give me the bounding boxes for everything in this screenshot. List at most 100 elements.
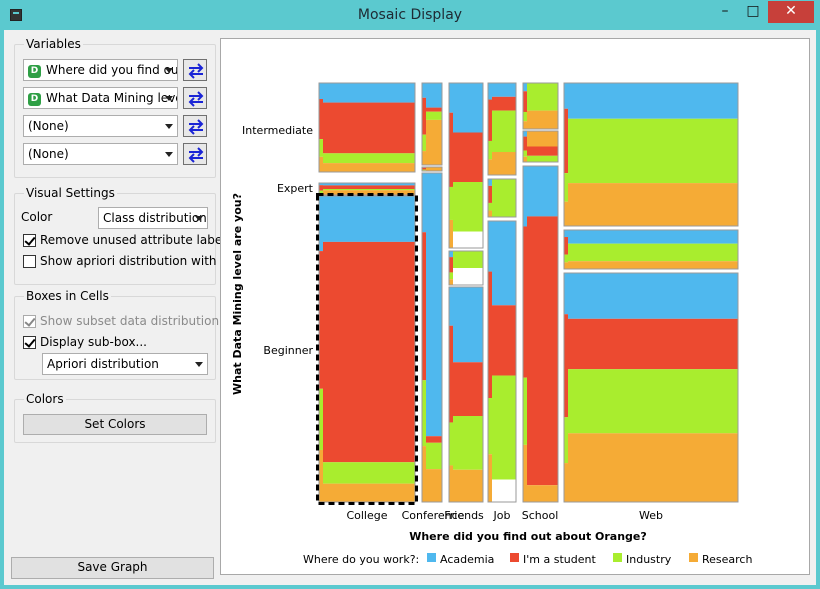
- subbox-combo[interactable]: Apriori distribution: [42, 353, 208, 375]
- subbox-checkbox[interactable]: [23, 336, 36, 349]
- variable-2-value: What Data Mining level: [46, 91, 178, 105]
- cell-segment-r: [492, 152, 516, 175]
- save-graph-button[interactable]: Save Graph: [11, 557, 214, 579]
- cell-segment-s: [568, 318, 738, 370]
- subbox-segment: [488, 99, 492, 141]
- swap-button-3[interactable]: [183, 115, 207, 137]
- remove-unused-checkbox[interactable]: [23, 234, 36, 247]
- subset-label: Show subset data distribution: [40, 314, 220, 328]
- cell-segment-a: [426, 173, 442, 437]
- title-bar[interactable]: Mosaic Display – □ ✕: [0, 0, 820, 30]
- mosaic-cell-college-beginner: [316, 193, 418, 505]
- discrete-variable-icon: D: [28, 93, 41, 106]
- subbox-segment: [488, 271, 492, 399]
- variables-group-title: Variables: [24, 37, 83, 51]
- visual-settings-title: Visual Settings: [24, 186, 117, 200]
- cell-border: [421, 166, 443, 172]
- cell-segment-a: [323, 183, 415, 186]
- mosaic-cell-conference-expert: [421, 166, 443, 172]
- cell-border: [487, 82, 517, 176]
- subbox-segment: [319, 83, 323, 100]
- color-combo[interactable]: Class distribution: [98, 207, 208, 229]
- subbox-segment: [564, 230, 568, 238]
- cell-segment-empty: [453, 268, 483, 285]
- mosaic-cell-job-beginner: [487, 220, 517, 503]
- cell-segment-i: [323, 462, 415, 484]
- cell-segment-i: [453, 251, 483, 268]
- cell-segment-s: [453, 362, 483, 416]
- cell-segment-s: [527, 146, 558, 156]
- minimize-button[interactable]: –: [721, 3, 729, 19]
- cell-border: [448, 286, 484, 503]
- variable-4-combo[interactable]: (None): [23, 143, 178, 165]
- mosaic-cell-web-intermediate: [563, 82, 739, 227]
- variable-2-combo[interactable]: D What Data Mining level: [23, 87, 178, 109]
- legend-title: Where do you work?:: [303, 553, 419, 566]
- subbox-segment: [319, 99, 323, 140]
- cell-border: [563, 272, 739, 503]
- subset-checkbox[interactable]: [23, 315, 36, 328]
- swap-button-1[interactable]: [183, 59, 207, 81]
- subbox-segment: [319, 185, 323, 191]
- maximize-button[interactable]: □: [746, 3, 760, 19]
- cell-segment-i: [568, 369, 738, 434]
- variables-group: Variables D Where did you find out D What …: [14, 37, 216, 178]
- legend-swatch-2: [613, 553, 622, 562]
- color-combo-value: Class distribution: [103, 211, 207, 225]
- cell-segment-s: [527, 216, 558, 486]
- subbox-segment: [449, 83, 453, 113]
- app-icon[interactable]: [10, 9, 22, 21]
- swap-arrows-icon: [188, 147, 204, 163]
- swap-arrows-icon: [188, 63, 204, 79]
- subbox-segment: [422, 446, 426, 502]
- cell-border: [487, 178, 517, 218]
- cell-segment-r: [527, 485, 558, 502]
- subbox-segment: [564, 314, 568, 418]
- boxes-group: Boxes in Cells Show subset data distribu…: [14, 289, 220, 380]
- cell-segment-r: [568, 433, 738, 502]
- apriori-lines-checkbox[interactable]: [23, 255, 36, 268]
- subbox-segment: [564, 273, 568, 315]
- mosaic-cell-conference-intermediate: [421, 82, 443, 166]
- subbox-segment: [449, 279, 453, 285]
- cell-segment-i: [453, 182, 483, 232]
- subbox-segment: [422, 232, 426, 381]
- cell-segment-r: [426, 119, 442, 165]
- cell-segment-s: [492, 305, 516, 376]
- legend-item-1: I'm a student: [523, 553, 596, 566]
- cell-segment-i: [527, 155, 558, 162]
- cell-segment-r: [426, 167, 442, 171]
- subbox-segment: [564, 417, 568, 464]
- chevron-down-icon: [165, 96, 173, 101]
- set-colors-button[interactable]: Set Colors: [23, 414, 207, 435]
- cell-border: [421, 172, 443, 503]
- swap-button-2[interactable]: [183, 87, 207, 109]
- mosaic-cell-school-expert: [522, 130, 559, 163]
- swap-button-4[interactable]: [183, 143, 207, 165]
- legend-item-3: Research: [702, 553, 752, 566]
- legend-swatch-3: [689, 553, 698, 562]
- mosaic-cell-school-beginner: [522, 165, 559, 503]
- variable-3-combo[interactable]: (None): [23, 115, 178, 137]
- mosaic-cell-conference-beginner: [421, 172, 443, 503]
- cell-segment-a: [568, 230, 738, 244]
- subbox-segment: [564, 262, 568, 269]
- cell-segment-a: [492, 83, 516, 97]
- close-button[interactable]: ✕: [768, 1, 814, 23]
- cell-segment-a: [453, 83, 483, 133]
- subbox-segment: [564, 463, 568, 502]
- cell-border: [522, 130, 559, 163]
- cell-segment-i: [492, 179, 516, 217]
- subbox-segment: [422, 380, 426, 447]
- cell-segment-s: [323, 102, 415, 154]
- variable-1-combo[interactable]: D Where did you find out: [23, 59, 178, 81]
- subbox-combo-value: Apriori distribution: [47, 357, 159, 371]
- y-tick-label-beginner: Beginner: [263, 344, 313, 357]
- subbox-segment: [488, 202, 492, 211]
- subbox-segment: [319, 196, 323, 252]
- subbox-segment: [523, 121, 527, 129]
- subbox-segment: [488, 210, 492, 217]
- subbox-segment: [523, 131, 527, 137]
- cell-border: [487, 220, 517, 503]
